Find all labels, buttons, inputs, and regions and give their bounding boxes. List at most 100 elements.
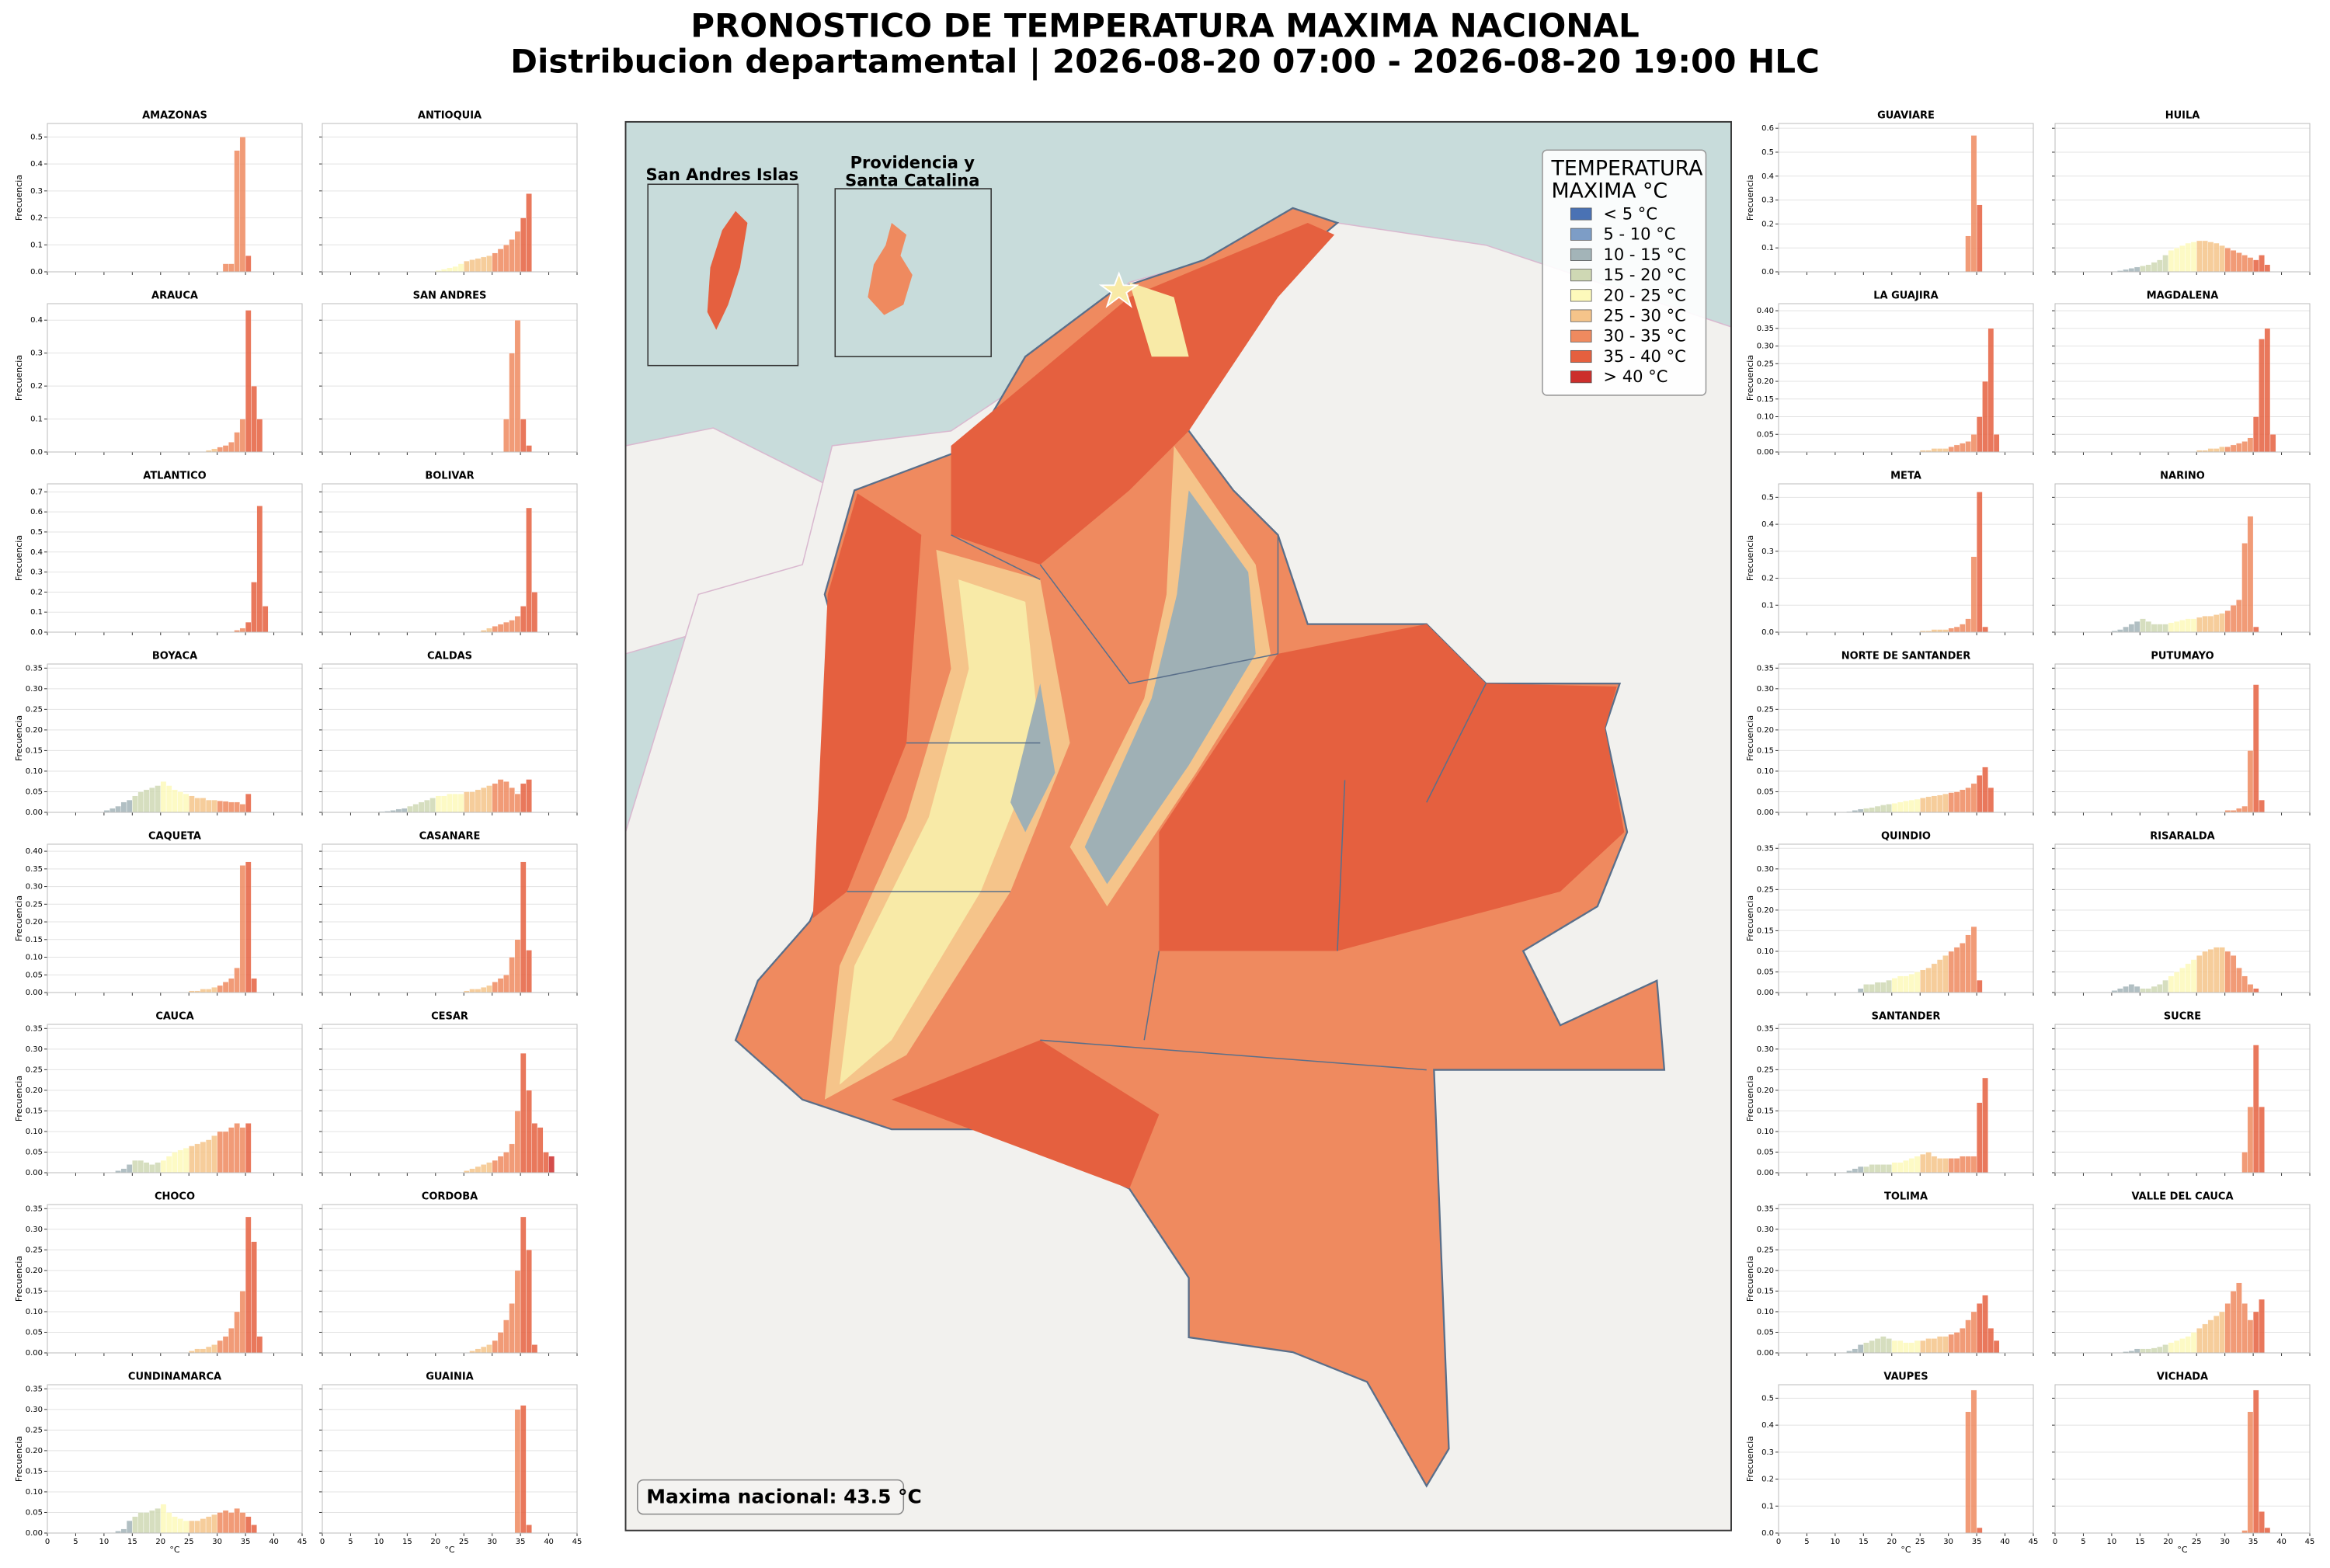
y-tick-label: 0.35 (1757, 325, 1774, 333)
x-tick-label: 20 (1887, 1538, 1897, 1546)
panel-bg (322, 1385, 577, 1533)
y-tick-label: 0.20 (26, 918, 43, 927)
x-tick-label: 25 (2192, 1538, 2202, 1546)
bar (2156, 259, 2163, 273)
panel-title: CUNDINAMARCA (128, 1372, 221, 1383)
y-tick-label: 0.30 (1757, 865, 1774, 874)
panel-frame (47, 123, 303, 273)
x-tick-label: 45 (297, 1538, 308, 1546)
y-tick-label: 0.40 (26, 847, 43, 856)
y-tick-label: 0.3 (1761, 548, 1774, 556)
panel-title: PUTUMAYO (2151, 651, 2214, 662)
bar (2252, 684, 2259, 813)
x-tick-label: 10 (374, 1538, 384, 1546)
bar (228, 1127, 235, 1173)
bar (2224, 1303, 2231, 1354)
panel-frame (2054, 1024, 2311, 1173)
y-axis-label: Frecuencia (1745, 1436, 1755, 1482)
y-tick-label: 0.25 (26, 1426, 43, 1434)
panel-bg (2055, 1205, 2310, 1353)
bar (234, 432, 241, 453)
bar (2252, 988, 2259, 993)
bar (548, 1156, 555, 1173)
bar (1857, 808, 1864, 813)
bar (1920, 1340, 1926, 1354)
y-tick-label: 0.1 (1761, 601, 1774, 610)
bar (514, 231, 521, 273)
bar (424, 799, 430, 813)
bar (2247, 257, 2254, 273)
bar (412, 804, 419, 813)
bar (1982, 626, 1988, 633)
panel-title: CAUCA (155, 1011, 193, 1023)
bar (401, 808, 408, 813)
bar (222, 801, 229, 813)
bar (492, 982, 499, 993)
bar (469, 989, 475, 993)
y-tick-label: 0.4 (30, 160, 43, 169)
x-tick-label: 15 (127, 1538, 137, 1546)
bar (1925, 796, 1932, 813)
bar (2168, 975, 2175, 993)
y-tick-label: 0.00 (26, 1169, 43, 1177)
bar (1960, 1156, 1966, 1173)
bar (480, 787, 487, 813)
legend-swatch (1570, 228, 1592, 241)
bar (205, 989, 212, 993)
bar (245, 621, 252, 633)
y-tick-label: 0.25 (1757, 1066, 1774, 1074)
bar (2247, 984, 2254, 993)
y-tick-label: 0.40 (1757, 307, 1774, 315)
panel-frame (2054, 1384, 2311, 1534)
y-tick-label: 0.2 (1761, 575, 1774, 583)
bar (395, 808, 402, 813)
bar (239, 1127, 246, 1173)
bar (2140, 618, 2146, 633)
bar (1976, 1303, 1983, 1354)
bar (1891, 803, 1898, 813)
bar (503, 1152, 509, 1173)
bar (245, 861, 252, 993)
bar (1960, 943, 1966, 993)
y-tick-label: 0.20 (26, 726, 43, 735)
bar (211, 1344, 217, 1354)
bar (1948, 1158, 1955, 1173)
y-tick-label: 0.1 (1761, 244, 1774, 252)
bar (2241, 255, 2248, 273)
bar (492, 1340, 499, 1354)
y-tick-label: 0.15 (1757, 395, 1774, 404)
y-tick-label: 0.10 (26, 1308, 43, 1316)
y-tick-label: 0.25 (26, 900, 43, 909)
panel-title: VALLE DEL CAUCA (2131, 1191, 2233, 1203)
bar (132, 1516, 138, 1534)
y-tick-label: 0.15 (1757, 1287, 1774, 1295)
bar (526, 1090, 532, 1173)
bar (143, 1162, 150, 1173)
y-tick-label: 0.0 (1761, 1529, 1774, 1538)
bar (475, 1348, 482, 1354)
y-tick-label: 0.30 (26, 685, 43, 694)
bar (177, 791, 184, 813)
y-tick-label: 0.30 (26, 883, 43, 892)
bar (2179, 967, 2186, 993)
bar (2185, 242, 2192, 273)
bar (1863, 1166, 1869, 1173)
y-axis-label: Frecuencia (1745, 535, 1755, 581)
panel-frame (1778, 843, 2034, 993)
bar (126, 799, 133, 813)
bar (1976, 204, 1983, 273)
bar (457, 793, 464, 813)
bar (1863, 984, 1869, 993)
bar (486, 255, 492, 273)
bar (205, 799, 212, 813)
panel-frame (322, 123, 578, 273)
y-tick-label: 0.10 (1757, 1308, 1774, 1316)
bar (2140, 266, 2146, 273)
bar (480, 986, 487, 993)
bar (2224, 610, 2231, 633)
bar (509, 957, 516, 993)
bar (1970, 1311, 1977, 1354)
bar (1965, 934, 1972, 993)
bar (228, 1512, 235, 1534)
x-tick-label: 0 (320, 1538, 325, 1546)
